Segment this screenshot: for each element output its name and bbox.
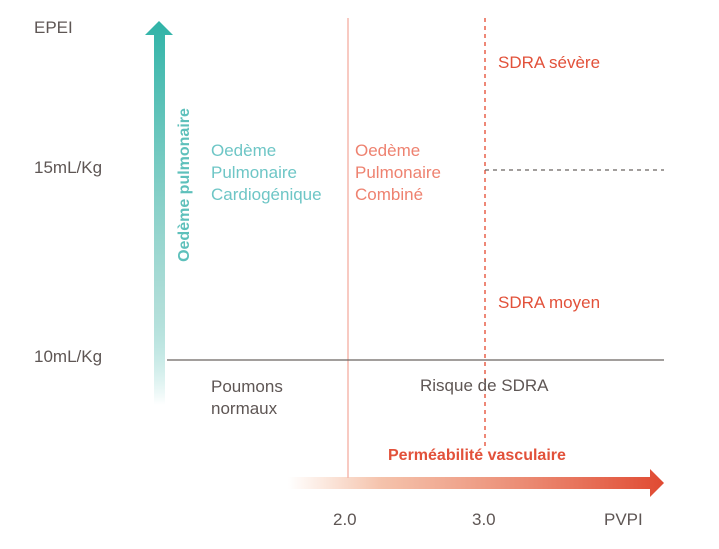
region-moderate: SDRA moyen bbox=[498, 293, 601, 312]
y-arrow-label: Oedème pulmonaire bbox=[176, 108, 193, 262]
x-tick-2: 2.0 bbox=[333, 510, 357, 529]
x-axis-arrow bbox=[288, 469, 664, 497]
region-risk: Risque de SDRA bbox=[420, 376, 549, 395]
x-axis-unit: PVPI bbox=[604, 510, 643, 529]
region-normal: Poumons normaux bbox=[211, 377, 283, 418]
region-combined: Oedème Pulmonaire Combiné bbox=[355, 141, 441, 204]
x-arrow-label: Perméabilité vasculaire bbox=[388, 447, 566, 464]
region-severe: SDRA sévère bbox=[498, 53, 601, 72]
x-tick-3: 3.0 bbox=[472, 510, 496, 529]
region-cardiogenic: Oedème Pulmonaire Cardiogénique bbox=[211, 141, 322, 204]
y-tick-10: 10mL/Kg bbox=[34, 347, 103, 366]
y-tick-15: 15mL/Kg bbox=[34, 158, 103, 177]
y-axis-arrow bbox=[145, 21, 173, 405]
y-axis-label: EPEI bbox=[34, 18, 73, 37]
